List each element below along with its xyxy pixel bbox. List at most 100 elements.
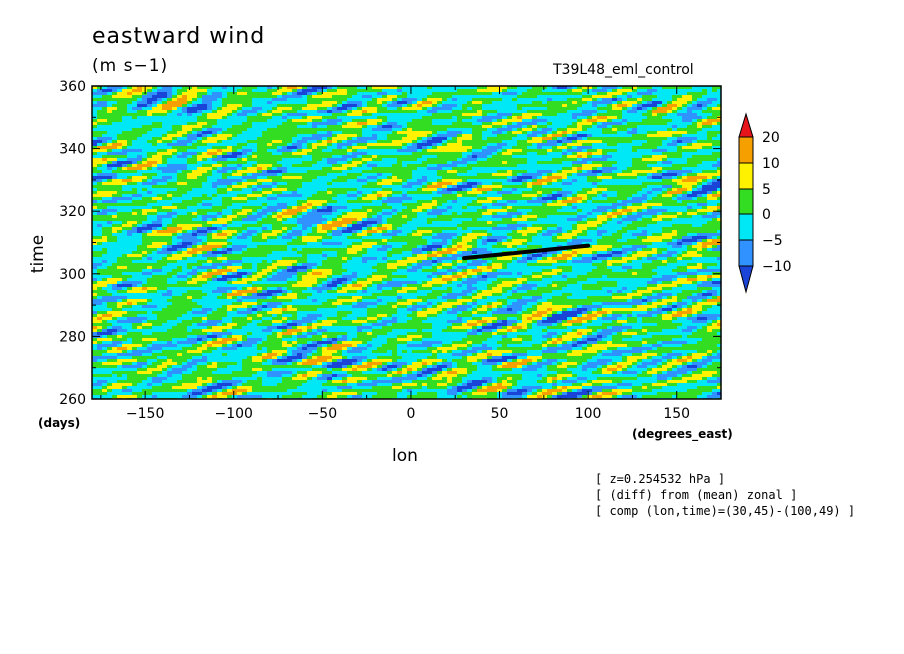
field-cell: [532, 122, 538, 126]
field-cell: [452, 137, 458, 141]
field-cell: [702, 143, 708, 147]
field-cell: [392, 200, 398, 204]
field-cell: [127, 170, 133, 174]
field-cell: [707, 167, 713, 171]
field-cell: [447, 110, 453, 114]
field-cell: [197, 152, 203, 156]
field-cell: [387, 161, 393, 165]
field-cell: [607, 167, 613, 171]
field-cell: [567, 158, 573, 162]
field-cell: [457, 149, 463, 153]
field-cell: [452, 200, 458, 204]
field-cell: [517, 125, 523, 129]
field-cell: [277, 197, 283, 201]
field-cell: [547, 119, 553, 123]
field-cell: [682, 98, 688, 102]
field-cell: [702, 113, 708, 117]
field-cell: [142, 182, 148, 186]
field-cell: [202, 164, 208, 168]
field-cell: [362, 116, 368, 120]
field-cell: [692, 101, 698, 105]
field-cell: [402, 194, 408, 198]
field-cell: [92, 89, 98, 93]
field-cell: [212, 89, 218, 93]
field-cell: [437, 170, 443, 174]
field-cell: [597, 173, 603, 177]
field-cell: [182, 140, 188, 144]
field-cell: [492, 116, 498, 120]
field-cell: [477, 113, 483, 117]
field-cell: [177, 143, 183, 147]
field-cell: [357, 98, 363, 102]
field-cell: [357, 155, 363, 159]
field-cell: [477, 176, 483, 180]
field-cell: [637, 155, 643, 159]
field-cell: [532, 200, 538, 204]
field-cell: [347, 125, 353, 129]
field-cell: [292, 143, 298, 147]
field-cell: [262, 95, 268, 99]
field-cell: [507, 164, 513, 168]
field-cell: [332, 134, 338, 138]
field-cell: [572, 173, 578, 177]
field-cell: [472, 161, 478, 165]
field-cell: [702, 164, 708, 168]
field-cell: [207, 167, 213, 171]
field-cell: [347, 110, 353, 114]
field-cell: [457, 197, 463, 201]
field-cell: [522, 104, 528, 108]
field-cell: [447, 170, 453, 174]
field-cell: [232, 170, 238, 174]
field-cell: [372, 188, 378, 192]
field-cell: [357, 149, 363, 153]
field-cell: [367, 143, 373, 147]
field-cell: [217, 176, 223, 180]
field-cell: [457, 122, 463, 126]
field-cell: [147, 134, 153, 138]
field-cell: [142, 143, 148, 147]
field-cell: [657, 116, 663, 120]
field-cell: [152, 104, 158, 108]
field-cell: [222, 110, 228, 114]
field-cell: [382, 155, 388, 159]
field-cell: [272, 119, 278, 123]
field-cell: [342, 176, 348, 180]
field-cell: [462, 98, 468, 102]
field-cell: [442, 101, 448, 105]
field-cell: [182, 122, 188, 126]
field-cell: [632, 98, 638, 102]
field-cell: [572, 188, 578, 192]
field-cell: [292, 134, 298, 138]
field-cell: [462, 152, 468, 156]
field-cell: [242, 131, 248, 135]
field-cell: [227, 194, 233, 198]
field-cell: [352, 125, 358, 129]
field-cell: [197, 164, 203, 168]
field-cell: [532, 89, 538, 93]
field-cell: [662, 86, 668, 90]
field-cell: [97, 167, 103, 171]
field-cell: [597, 185, 603, 189]
field-cell: [627, 86, 633, 90]
field-cell: [467, 179, 473, 183]
field-cell: [397, 137, 403, 141]
field-cell: [342, 110, 348, 114]
field-cell: [507, 98, 513, 102]
field-cell: [317, 110, 323, 114]
field-cell: [522, 173, 528, 177]
field-cell: [467, 92, 473, 96]
field-cell: [287, 152, 293, 156]
field-cell: [387, 167, 393, 171]
field-cell: [402, 152, 408, 156]
field-cell: [377, 194, 383, 198]
field-cell: [397, 152, 403, 156]
field-cell: [342, 155, 348, 159]
field-cell: [182, 131, 188, 135]
field-cell: [502, 170, 508, 174]
field-cell: [632, 137, 638, 141]
field-cell: [512, 95, 518, 99]
field-cell: [482, 101, 488, 105]
field-cell: [357, 179, 363, 183]
field-cell: [247, 143, 253, 147]
field-cell: [512, 116, 518, 120]
